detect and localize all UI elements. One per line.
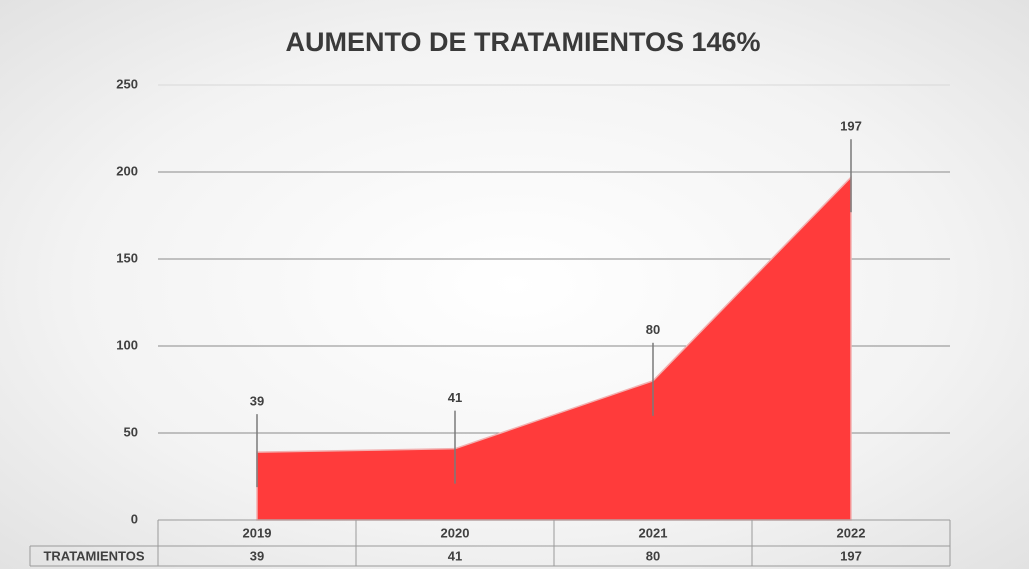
x-tick-label: 2021 [639, 525, 668, 540]
x-tick-label: 2020 [441, 525, 470, 540]
table-value: 41 [448, 548, 462, 563]
y-tick-label: 200 [116, 163, 138, 178]
table-value: 80 [646, 548, 660, 563]
x-tick-label: 2022 [837, 525, 866, 540]
data-label: 80 [646, 322, 660, 337]
y-tick-label: 150 [116, 250, 138, 265]
y-tick-label: 0 [131, 511, 138, 526]
data-label: 41 [448, 390, 462, 405]
table-value: 39 [250, 548, 264, 563]
data-label: 39 [250, 394, 264, 409]
chart-title: AUMENTO DE TRATAMIENTOS 146% [285, 27, 760, 57]
y-tick-label: 100 [116, 337, 138, 352]
legend-label: TRATAMIENTOS [43, 548, 144, 563]
table-value: 197 [840, 548, 862, 563]
area [256, 175, 852, 521]
y-tick-label: 250 [116, 76, 138, 91]
data-label: 197 [840, 119, 862, 134]
y-tick-label: 50 [124, 424, 138, 439]
x-tick-label: 2019 [243, 525, 272, 540]
